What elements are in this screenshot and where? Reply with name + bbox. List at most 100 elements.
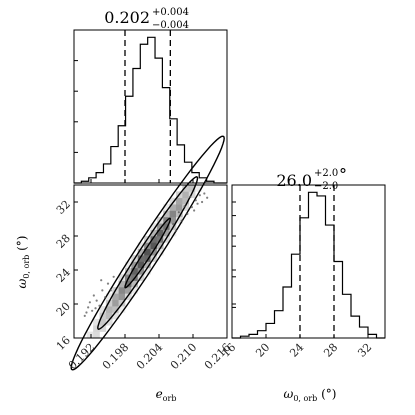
y-tick-label: 16 [54,334,73,353]
density-cell [156,229,164,237]
scatter-point [196,202,199,205]
contour-level-2 [97,176,199,330]
contour-levels [70,135,225,371]
density-cell [125,280,132,288]
title-e-orb-lower: −0.004 [152,20,189,31]
density-cell [150,229,158,237]
scatter-point [92,294,95,297]
scatter-point [183,205,186,208]
y-tick-label: 32 [54,198,73,217]
density-cell [118,287,126,294]
x-tick-label: 0.198 [100,341,131,372]
density-cell [169,229,177,237]
scatter-point [177,211,180,214]
density-cell [144,267,151,275]
scatter-point [200,200,204,204]
histogram-e-orb-ticks [74,60,228,183]
title-e-orb-upper: +0.004 [152,7,189,18]
density-cell [137,242,145,250]
density-cell [125,293,132,301]
density-cell [137,255,145,262]
x-axis-label-e-orb: eorb [156,387,177,403]
density-cell [182,185,190,192]
scatter-point [95,299,98,302]
density-cell [150,242,158,250]
density-cell [163,210,170,218]
contour-frame [73,184,228,339]
scatter-point [94,307,97,310]
scatter-points [83,192,209,317]
histogram-e-orb-quantiles [124,30,171,183]
density-cell [150,236,158,243]
scatter-point [87,306,90,309]
density-cell [93,318,100,326]
density-cell [112,293,119,301]
x-axis-label-omega: ω0, orb (°) [284,387,337,403]
panel-omega-histogram: 16 20 24 28 32 26.0 +2.0 −2.0 ° ω0, orb (°) [219,165,386,403]
density-cell [112,306,119,313]
y-tick-label: 28 [54,232,73,251]
density-cell [169,210,177,218]
density-cell [150,223,158,230]
x-tick-label: 0.192 [66,341,97,372]
scatter-point [91,309,94,312]
scatter-point [98,304,101,307]
density-cell [105,312,113,320]
panel-e-orb-histogram: 0.202 +0.004 −0.004 [73,7,228,184]
density-cell [105,306,113,313]
scatter-point [190,206,193,209]
density-cell [118,274,126,281]
density-cell [188,191,196,199]
scatter-point [88,301,91,304]
density-cell [131,280,139,288]
x-tick-label: 0.210 [168,341,199,372]
density-cell [182,204,190,211]
histogram-omega-frame [231,184,386,339]
scatter-point [83,314,86,317]
x-tick-label: 20 [253,341,272,360]
x-tick-label: 0.204 [134,341,165,372]
y-axis-label-omega: ω0, orb (°) [15,236,31,289]
scatter-point [109,289,112,292]
density-cell [188,185,196,192]
density-cell [169,204,177,211]
density-cell [118,306,126,313]
density-cell [163,223,170,230]
density-cell [86,331,94,339]
density-cell [131,267,139,275]
density-cell [131,261,139,269]
density-cell [144,255,151,262]
density-cell [112,312,119,320]
density-cell [137,261,145,269]
scatter-point [101,289,104,292]
density-cell [125,267,132,275]
scatter-point [112,275,115,278]
histogram-e-orb-step [74,36,227,184]
density-cell [195,185,202,192]
contour-level-3 [124,217,172,289]
y-tick-label: 20 [54,300,73,319]
scatter-point [186,212,189,215]
density-cell [99,318,107,326]
scatter-point [189,195,192,198]
density-cell [163,229,170,237]
panel-e-omega-contour: 0.192 0.198 0.204 0.210 0.216 16 20 24 28 32 eor… [15,135,233,403]
density-cell [99,312,107,320]
density-cell [182,191,190,199]
density-cell [156,242,164,250]
density-cell [169,197,177,205]
scatter-point [194,199,197,202]
density-cell [144,261,151,269]
density-cell [105,299,113,307]
density-cell [176,210,183,218]
histogram-omega-quantiles [299,185,335,338]
contour-y-ticks: 16 20 24 28 32 [54,198,78,353]
density-cell [163,204,170,211]
density-cell [105,293,113,301]
scatter-point [206,196,209,199]
density-cell [176,204,183,211]
density-cell [99,306,107,313]
scatter-point [100,279,103,282]
density-cell [112,299,119,307]
